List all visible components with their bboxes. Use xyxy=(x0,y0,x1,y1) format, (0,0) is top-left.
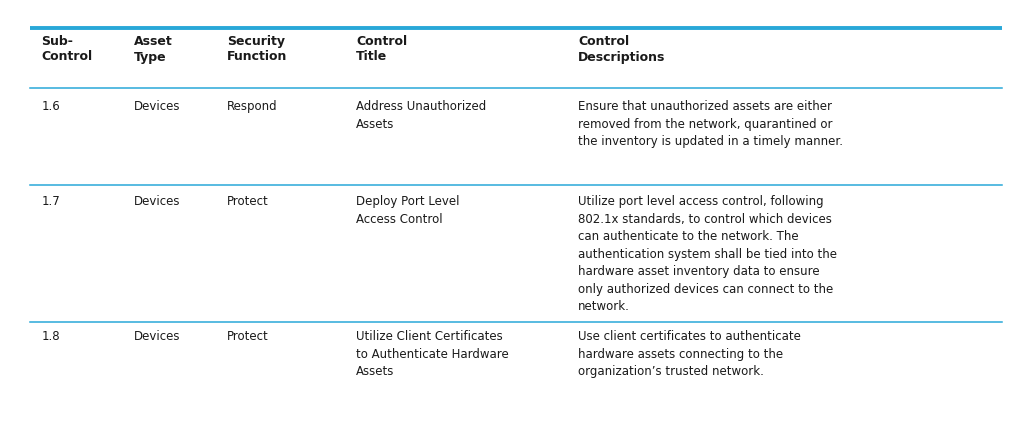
Text: Ensure that unauthorized assets are either
removed from the network, quarantined: Ensure that unauthorized assets are eith… xyxy=(578,100,843,148)
Text: 1.8: 1.8 xyxy=(41,330,60,343)
Text: Respond: Respond xyxy=(227,100,278,113)
Text: Devices: Devices xyxy=(134,195,181,208)
Text: Protect: Protect xyxy=(227,195,268,208)
Text: Utilize Client Certificates
to Authenticate Hardware
Assets: Utilize Client Certificates to Authentic… xyxy=(356,330,509,378)
Text: Security
Function: Security Function xyxy=(227,35,288,63)
Text: 1.6: 1.6 xyxy=(41,100,60,113)
Text: Asset
Type: Asset Type xyxy=(134,35,173,63)
Text: Use client certificates to authenticate
hardware assets connecting to the
organi: Use client certificates to authenticate … xyxy=(578,330,801,378)
Text: 1.7: 1.7 xyxy=(41,195,60,208)
Text: Sub-
Control: Sub- Control xyxy=(41,35,93,63)
Text: Devices: Devices xyxy=(134,330,181,343)
Text: Protect: Protect xyxy=(227,330,268,343)
Text: Deploy Port Level
Access Control: Deploy Port Level Access Control xyxy=(356,195,459,226)
Text: Address Unauthorized
Assets: Address Unauthorized Assets xyxy=(356,100,486,131)
Text: Control
Descriptions: Control Descriptions xyxy=(578,35,666,63)
Text: Control
Title: Control Title xyxy=(356,35,408,63)
Text: Devices: Devices xyxy=(134,100,181,113)
Text: Utilize port level access control, following
802.1x standards, to control which : Utilize port level access control, follo… xyxy=(578,195,837,313)
